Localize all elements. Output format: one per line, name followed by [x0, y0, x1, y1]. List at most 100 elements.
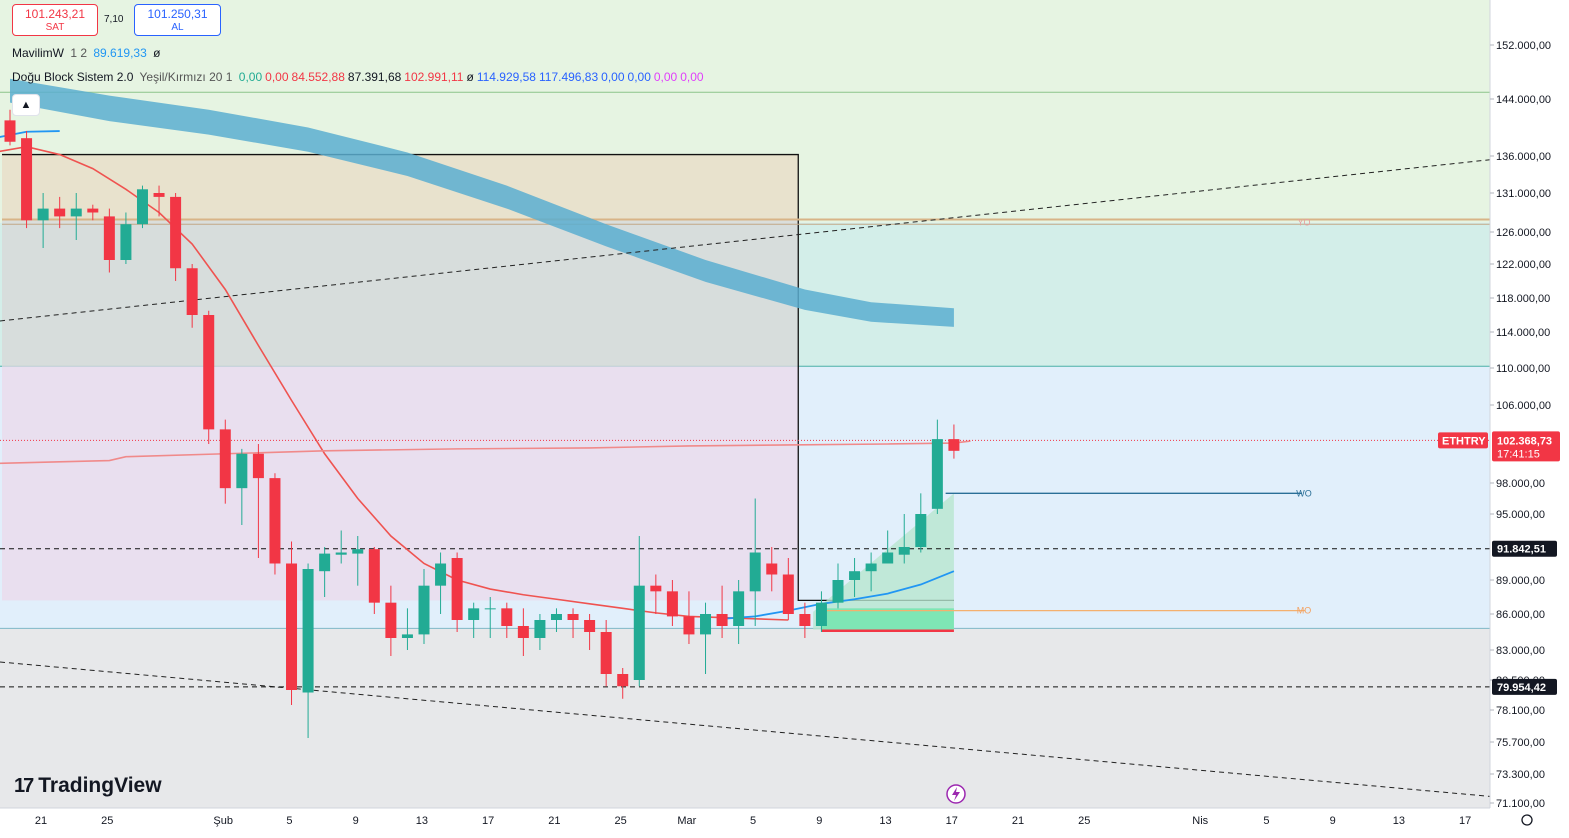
candle-body [534, 620, 546, 638]
block-low [2, 366, 799, 601]
candle-body [21, 138, 33, 221]
sell-label: SAT [45, 22, 65, 33]
candle-body [931, 439, 943, 509]
last-price-tag-box [1492, 431, 1560, 462]
countdown-label: 17:41:15 [1497, 448, 1540, 460]
buy-button[interactable]: 101.250,31 AL [134, 4, 221, 36]
legend-mavilim-value: 89.619,33 [93, 46, 147, 60]
block-mid [2, 220, 799, 367]
candle-body [799, 614, 811, 626]
y-tick-label: 144.000,00 [1496, 94, 1551, 106]
candle-body [170, 196, 182, 269]
candle-body [87, 208, 99, 213]
legend-mavilim-params: 1 2 [70, 46, 88, 60]
price-tag-label: 91.842,51 [1497, 544, 1546, 556]
x-tick-label: 17 [1459, 815, 1471, 827]
candle-body [550, 614, 562, 620]
x-tick-label: 5 [750, 815, 756, 827]
candle-body [418, 585, 430, 635]
candle-body [733, 591, 745, 626]
legend-dogu-value: 102.991,11 [404, 70, 464, 84]
candle-body [54, 208, 66, 217]
candle-body [832, 580, 844, 603]
y-tick-label: 86.000,00 [1496, 609, 1545, 621]
tradingview-icon: 17 [14, 774, 34, 797]
legend-dogu-value: 0,00 [627, 70, 651, 84]
legend-dogu-name: Doğu Block Sistem 2.0 [12, 70, 134, 84]
candle-body [286, 563, 298, 690]
lower-trendline [0, 661, 1491, 797]
chevron-up-icon: ▲ [20, 99, 32, 111]
x-tick-label: 13 [879, 815, 891, 827]
x-tick-label: 21 [548, 815, 560, 827]
y-tick-label: 98.000,00 [1496, 478, 1545, 490]
legend-dogu-value: ø [466, 70, 474, 84]
candle-body [4, 120, 16, 142]
candle-body [70, 208, 82, 217]
buy-price: 101.250,31 [147, 7, 208, 21]
last-price-label: 102.368,73 [1497, 435, 1552, 447]
x-tick-label: 17 [946, 815, 958, 827]
x-tick-label: 5 [1263, 815, 1269, 827]
price-tag-label: 79.954,42 [1497, 682, 1546, 694]
candle-body [782, 574, 794, 614]
legend-mavilim-name: MavilimW [12, 46, 64, 60]
candle-body [517, 626, 529, 638]
legend-mavilim-symbol: ø [153, 46, 161, 60]
price-tag-box [1492, 678, 1557, 695]
candle-body [484, 608, 496, 610]
buy-label: AL [171, 22, 184, 33]
legend-dogu-value: 0,00 [680, 70, 704, 84]
candle-body [815, 602, 827, 626]
y-tick-label: 95.000,00 [1496, 509, 1545, 521]
level-label: MO [1297, 606, 1312, 616]
legend-dogu-values: 0,00 0,00 84.552,88 87.391,68 102.991,11 ø 114… [239, 70, 707, 84]
x-tick-label: 21 [1012, 815, 1024, 827]
sell-price: 101.243,21 [24, 7, 86, 21]
x-tick-label: 17 [482, 815, 494, 827]
candle-body [451, 558, 463, 620]
sell-button[interactable]: 101.243,21 SAT [12, 4, 98, 36]
y-tick-label: 83.000,00 [1496, 645, 1545, 657]
candle-body [153, 193, 165, 197]
y-tick-label: 89.000,00 [1496, 575, 1545, 587]
x-tick-label: 9 [1330, 815, 1336, 827]
y-tick-label: 114.000,00 [1496, 327, 1550, 339]
candle-body [650, 585, 662, 592]
symbol-label: ETHTRY [1442, 435, 1486, 447]
zone-grey [0, 628, 1490, 808]
candle-body [435, 563, 447, 586]
candle-body [335, 552, 347, 555]
candle-body [219, 429, 231, 489]
candle-body [716, 614, 728, 626]
legend-mavilim[interactable]: MavilimW 1 2 89.619,33 ø [12, 46, 163, 60]
y-tick-label: 152.000,00 [1496, 40, 1551, 52]
candle-body [898, 547, 910, 555]
x-tick-label: 21 [35, 815, 47, 827]
x-tick-label: Mar [677, 815, 696, 827]
candle-body [252, 453, 264, 479]
candle-body [120, 224, 132, 260]
tradingview-logo-text: TradingView [38, 774, 162, 797]
candle-body [749, 552, 761, 592]
candle-body [600, 632, 612, 674]
candle-body [136, 189, 148, 225]
candle-body [766, 563, 778, 575]
candle-body [401, 634, 413, 638]
candle-body [385, 602, 397, 638]
candle-body [633, 585, 645, 680]
legend-dogu[interactable]: Doğu Block Sistem 2.0 Yeşil/Kırmızı 20 1… [12, 70, 710, 84]
price-tag-box [1492, 540, 1557, 557]
candle-body [319, 553, 331, 572]
candle-body [468, 608, 480, 620]
y-tick-label: 122.000,00 [1496, 259, 1551, 271]
collapse-legend-button[interactable]: ▲ [12, 94, 40, 116]
x-tick-label: 13 [1393, 815, 1405, 827]
candle-body [700, 614, 712, 635]
y-tick-label: 118.000,00 [1496, 293, 1550, 305]
y-tick-label: 75.700,00 [1496, 737, 1545, 749]
candle-body [567, 614, 579, 620]
legend-dogu-value: 0,00 [265, 70, 289, 84]
